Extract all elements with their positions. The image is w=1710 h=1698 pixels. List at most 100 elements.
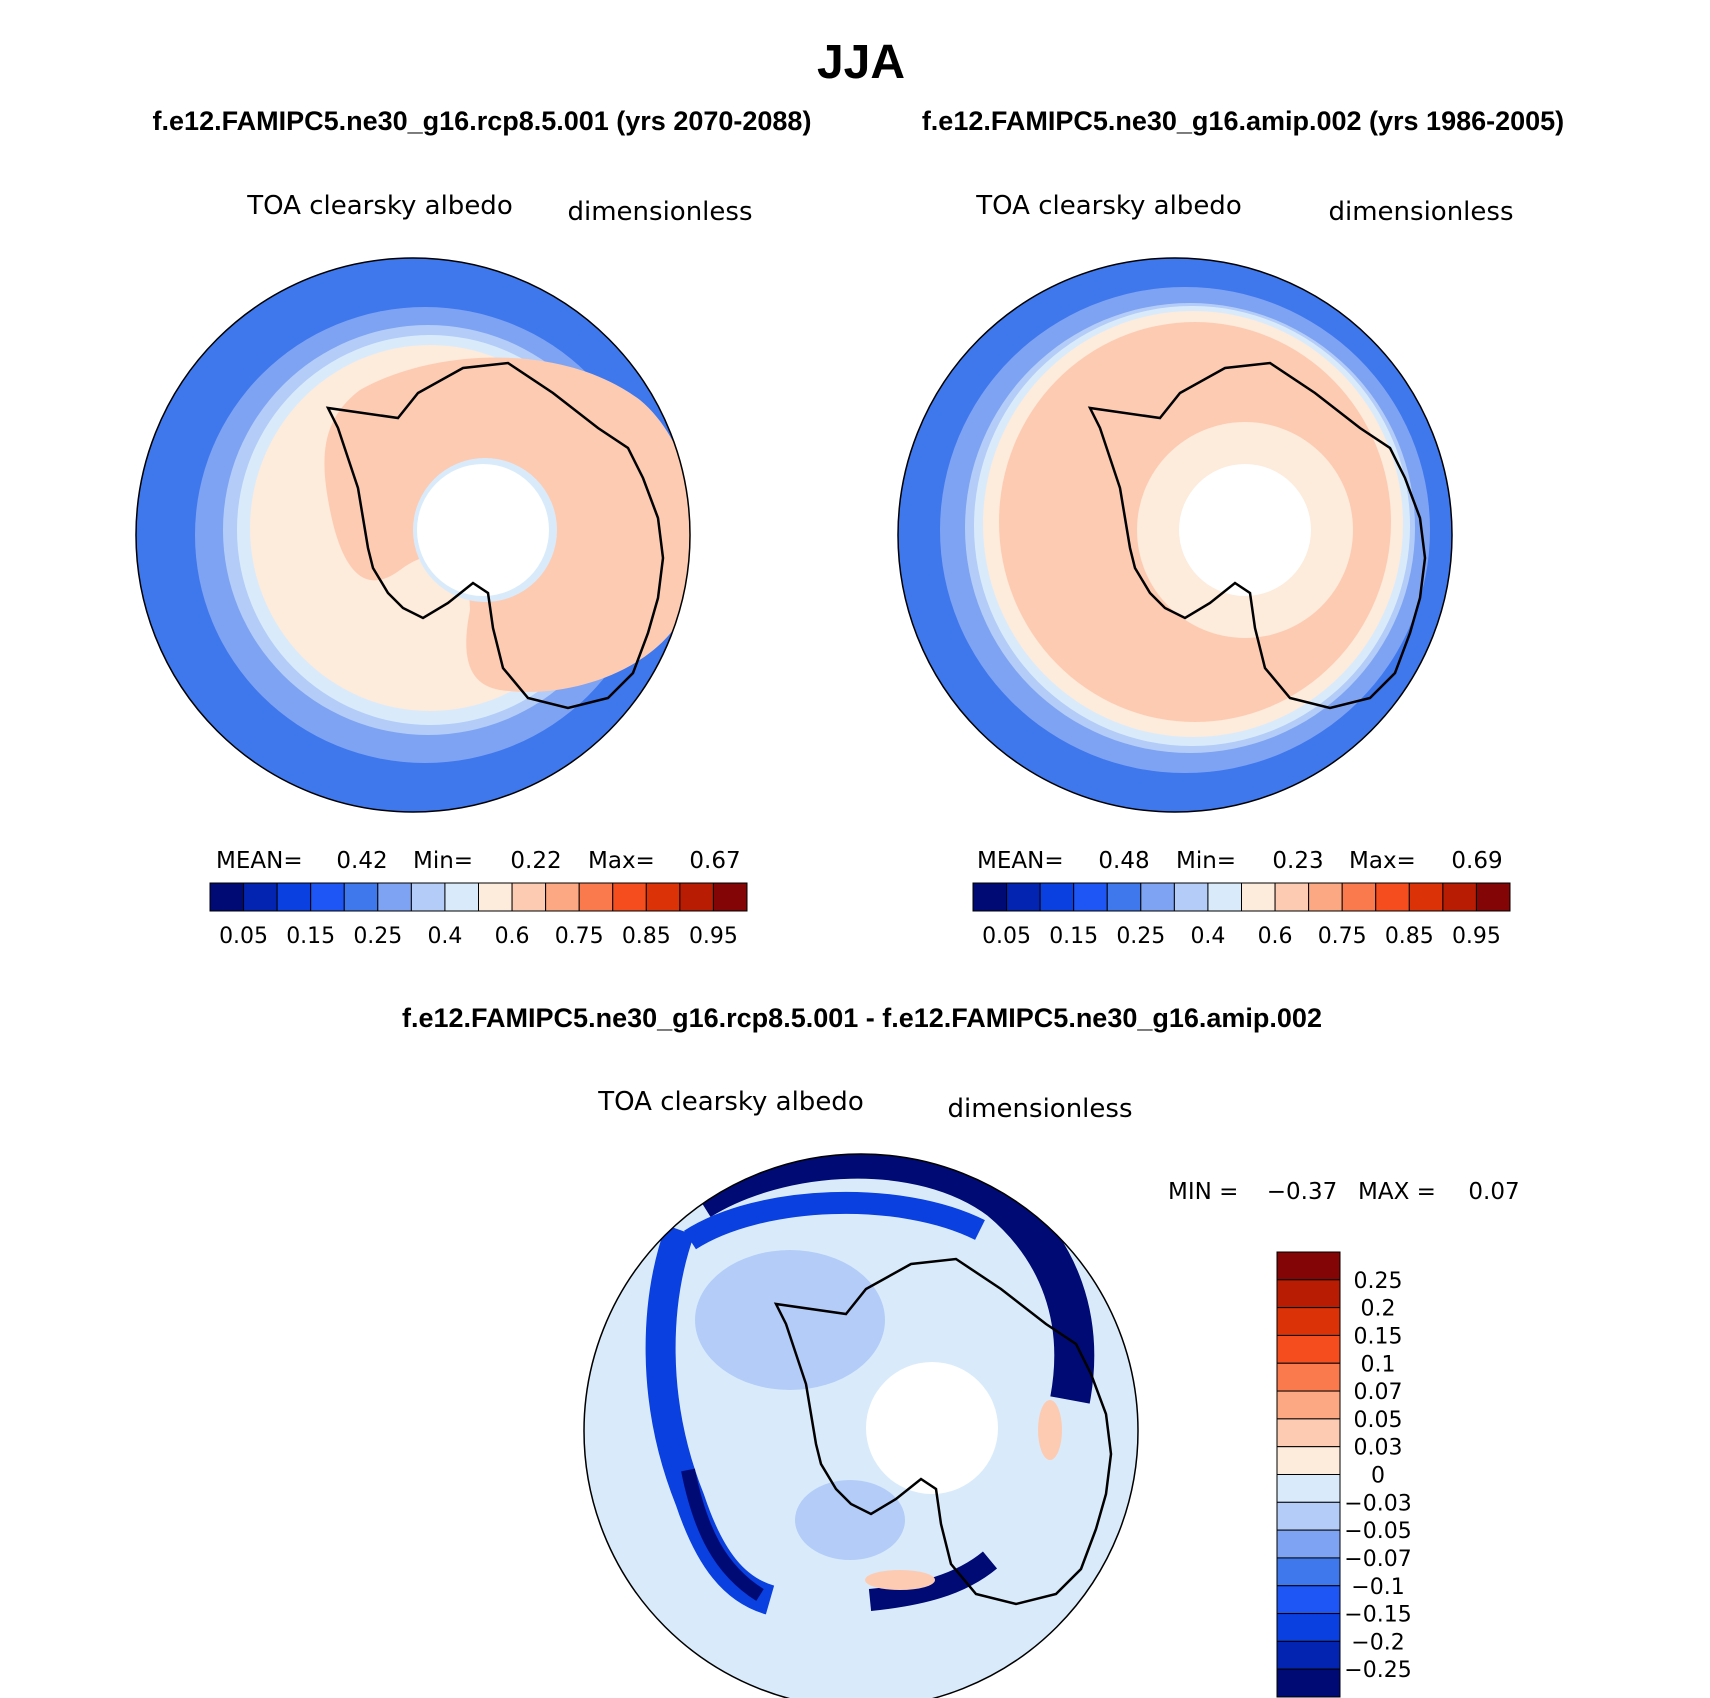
colorbar-box	[377, 882, 412, 912]
colorbar-box	[209, 882, 245, 912]
colorbar-box	[1475, 882, 1511, 912]
colorbar-tick-label: 0.15	[1049, 924, 1098, 949]
panel-left-variable: TOA clearsky albedo	[246, 191, 512, 221]
colorbar-box	[1276, 1640, 1341, 1670]
colorbar-box	[1276, 1307, 1341, 1336]
panel-left-min-label: Min=	[413, 848, 473, 874]
figure-title: JJA	[817, 36, 905, 89]
panel-right: TOA clearsky albedo dimensionless MEAN= …	[897, 191, 1514, 949]
panel-left-mean-value: 0.42	[336, 848, 387, 874]
colorbar-box	[578, 882, 614, 912]
colorbar-box	[712, 882, 748, 912]
colorbar-tick-label: −0.07	[1344, 1547, 1411, 1572]
colorbar-tick-label: 0.95	[689, 924, 738, 949]
panel-diff-max-value: 0.07	[1468, 1179, 1519, 1205]
colorbar-box	[645, 882, 681, 912]
colorbar-box	[243, 882, 278, 912]
panel-diff-min-value: −0.37	[1267, 1179, 1337, 1205]
colorbar-box	[1375, 882, 1410, 912]
colorbar-tick-label: −0.05	[1344, 1519, 1411, 1544]
panel-left-map-border	[135, 257, 691, 813]
panel-left-units: dimensionless	[568, 197, 753, 227]
panel-left-max-value: 0.67	[689, 848, 740, 874]
colorbar-box	[1408, 882, 1444, 912]
colorbar-box	[1039, 882, 1075, 912]
panel-right-map	[898, 258, 1452, 812]
panel-right-mean-label: MEAN=	[977, 848, 1064, 874]
colorbar-tick-label: −0.15	[1344, 1603, 1411, 1628]
colorbar-box	[1276, 1390, 1341, 1420]
colorbar-box	[1276, 1501, 1341, 1531]
panel-diff-map-border	[583, 1153, 1139, 1698]
panel-left-min-value: 0.22	[510, 848, 561, 874]
colorbar-tick-label: 0.4	[427, 924, 462, 949]
panel-right-min-value: 0.23	[1272, 848, 1323, 874]
colorbar-tick-label: 0.07	[1354, 1380, 1403, 1405]
colorbar-tick-label: 0.25	[1354, 1269, 1403, 1294]
panel-right-case-label: f.e12.FAMIPC5.ne30_g16.amip.002 (yrs 198…	[922, 106, 1564, 136]
colorbar-box	[1308, 882, 1343, 912]
colorbar-tick-label: 0.05	[219, 924, 268, 949]
colorbar-tick-label: 0.4	[1190, 924, 1225, 949]
panel-right-units: dimensionless	[1329, 197, 1514, 227]
colorbar-tick-label: 0.75	[1318, 924, 1367, 949]
colorbar-tick-label: 0.85	[622, 924, 671, 949]
colorbar-tick-label: 0.95	[1452, 924, 1501, 949]
panel-left-mean-label: MEAN=	[216, 848, 303, 874]
colorbar-tick-label: 0.15	[1354, 1324, 1403, 1349]
colorbar-tick-label: −0.1	[1351, 1575, 1404, 1600]
colorbar-box	[1276, 1613, 1341, 1642]
colorbar-tick-label: −0.2	[1351, 1630, 1404, 1655]
panel-right-map-border	[897, 257, 1453, 813]
colorbar-box	[612, 882, 647, 912]
panel-right-max-label: Max=	[1349, 848, 1416, 874]
colorbar-box	[444, 882, 479, 912]
colorbar-box	[1006, 882, 1041, 912]
colorbar-box	[1276, 1474, 1341, 1503]
colorbar-box	[545, 882, 580, 912]
panel-diff: f.e12.FAMIPC5.ne30_g16.rcp8.5.001 - f.e1…	[402, 1003, 1520, 1698]
panel-left-map	[136, 258, 690, 812]
panel-left-max-label: Max=	[588, 848, 655, 874]
colorbar-tick-label: 0.6	[495, 924, 530, 949]
panel-right-max-value: 0.69	[1451, 848, 1502, 874]
colorbar-box	[679, 882, 714, 912]
colorbar-box	[511, 882, 547, 912]
colorbar-box	[1276, 1418, 1341, 1448]
colorbar-box	[310, 882, 345, 912]
panel-diff-min-label: MIN =	[1168, 1179, 1238, 1205]
panel-right-mean-value: 0.48	[1098, 848, 1149, 874]
panel-right-colorbar-labels: 0.05 0.15 0.25 0.4 0.6 0.75 0.85 0.95	[982, 924, 1501, 949]
colorbar-box	[1140, 882, 1175, 912]
colorbar-box	[478, 882, 513, 912]
colorbar-box	[1276, 1279, 1341, 1309]
colorbar-box	[1073, 882, 1108, 912]
panel-diff-max-label: MAX =	[1358, 1179, 1436, 1205]
colorbar-box	[1241, 882, 1276, 912]
colorbar-box	[1442, 882, 1477, 912]
colorbar-tick-label: 0.25	[353, 924, 402, 949]
panel-left: TOA clearsky albedo dimensionless MEAN= …	[135, 191, 753, 949]
panel-diff-map	[584, 1154, 1138, 1698]
colorbar-tick-label: 0.1	[1361, 1352, 1396, 1377]
colorbar-box	[1173, 882, 1209, 912]
colorbar-tick-label: 0.15	[286, 924, 335, 949]
colorbar-box	[1207, 882, 1242, 912]
colorbar-tick-label: 0	[1371, 1464, 1385, 1489]
colorbar-tick-label: 0.75	[555, 924, 604, 949]
panel-left-colorbar-labels: 0.05 0.15 0.25 0.4 0.6 0.75 0.85 0.95	[219, 924, 738, 949]
colorbar-tick-label: 0.85	[1385, 924, 1434, 949]
colorbar-box	[1276, 1585, 1341, 1615]
panel-diff-units: dimensionless	[948, 1094, 1133, 1124]
colorbar-box	[343, 882, 379, 912]
colorbar-tick-label: 0.6	[1258, 924, 1293, 949]
panel-diff-variable: TOA clearsky albedo	[597, 1087, 863, 1117]
panel-diff-colorbar	[1276, 1251, 1341, 1698]
colorbar-box	[1276, 1446, 1341, 1475]
colorbar-tick-label: 0.2	[1361, 1297, 1396, 1322]
colorbar-box	[1276, 1362, 1341, 1392]
colorbar-tick-label: 0.25	[1116, 924, 1165, 949]
panel-left-case-label: f.e12.FAMIPC5.ne30_g16.rcp8.5.001 (yrs 2…	[153, 106, 812, 136]
colorbar-box	[1274, 882, 1310, 912]
colorbar-box	[1106, 882, 1142, 912]
